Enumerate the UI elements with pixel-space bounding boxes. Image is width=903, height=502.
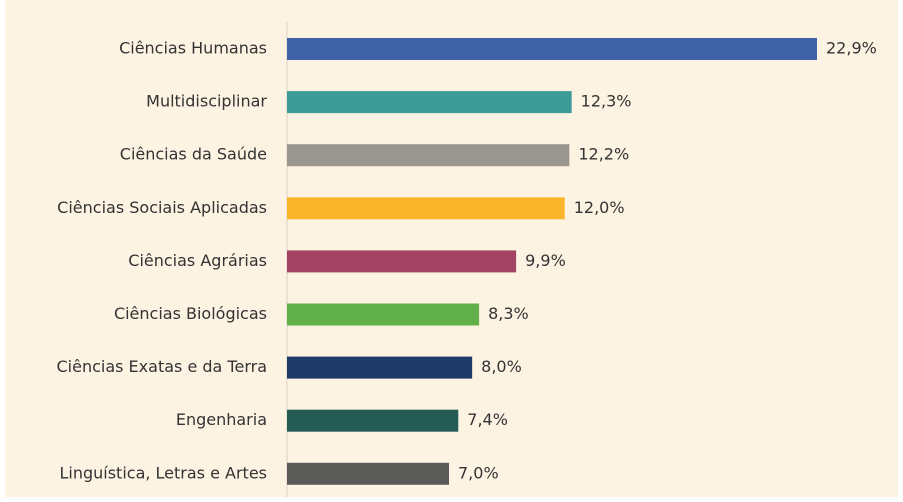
bar	[287, 144, 570, 167]
value-label: 7,4%	[467, 410, 508, 429]
value-label: 12,3%	[581, 92, 632, 111]
category-label: Ciências da Saúde	[120, 145, 267, 164]
category-label: Engenharia	[176, 410, 267, 429]
value-label: 8,3%	[488, 304, 529, 323]
value-label: 12,0%	[574, 198, 625, 217]
category-label: Ciências Exatas e da Terra	[56, 357, 267, 376]
bar	[287, 250, 517, 273]
bar	[287, 91, 572, 114]
bar	[287, 356, 473, 379]
category-label: Ciências Biológicas	[114, 304, 267, 323]
bar	[287, 303, 480, 326]
category-label: Ciências Sociais Aplicadas	[57, 198, 267, 217]
value-label: 9,9%	[525, 251, 566, 270]
category-label: Multidisciplinar	[146, 92, 267, 111]
category-label: Ciências Humanas	[119, 39, 267, 58]
bar	[287, 197, 565, 220]
value-label: 12,2%	[578, 145, 629, 164]
bar	[287, 462, 450, 485]
category-label: Ciências Agrárias	[128, 251, 267, 270]
bar	[287, 38, 817, 60]
bar	[287, 409, 459, 432]
category-label: Linguística, Letras e Artes	[59, 463, 267, 482]
value-label: 8,0%	[481, 357, 522, 376]
value-label: 7,0%	[458, 463, 499, 482]
value-label: 22,9%	[826, 39, 877, 58]
